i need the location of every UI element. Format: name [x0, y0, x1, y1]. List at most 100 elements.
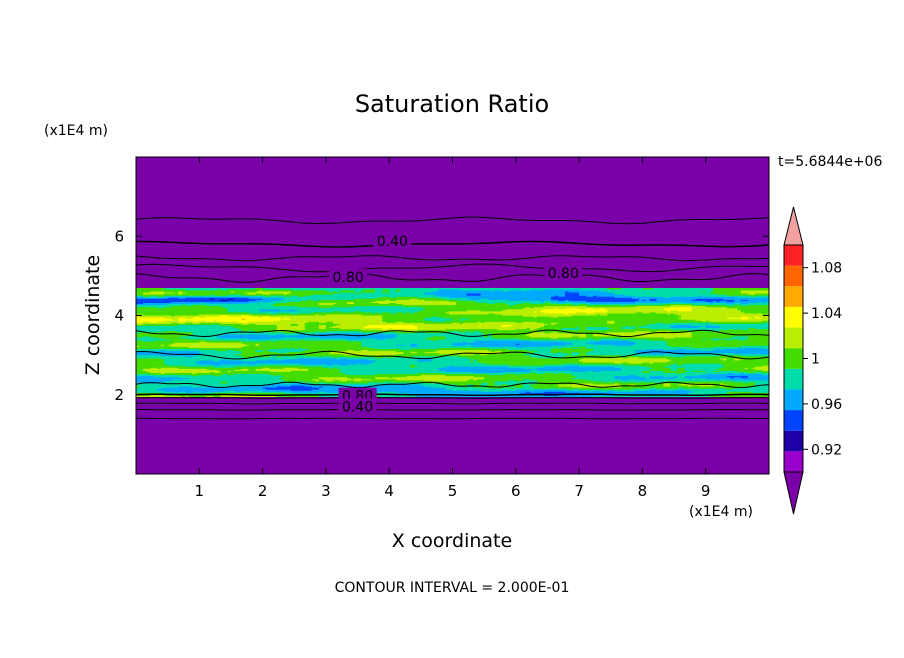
field-cell — [540, 387, 545, 389]
field-cell — [304, 387, 309, 389]
field-cell — [276, 388, 281, 390]
field-cell — [540, 385, 545, 387]
field-cell — [744, 392, 749, 394]
field-cell — [227, 391, 232, 393]
field-cell — [375, 391, 380, 393]
field-cell — [403, 390, 408, 392]
field-cell — [417, 391, 422, 393]
field-cell — [209, 385, 214, 387]
field-cell — [522, 391, 527, 393]
field-cell — [213, 388, 218, 390]
field-cell — [712, 386, 717, 388]
field-cell — [248, 386, 253, 388]
field-cell — [290, 392, 295, 394]
field-cell — [684, 388, 689, 390]
field-cell — [522, 388, 527, 390]
field-cell — [635, 386, 640, 388]
field-cell — [283, 389, 288, 391]
field-cell — [255, 387, 260, 389]
field-cell — [230, 395, 235, 398]
field-cell — [434, 388, 439, 390]
field-cell — [487, 392, 492, 394]
field-cell — [280, 385, 285, 387]
field-cell — [631, 388, 636, 390]
field-cell — [252, 388, 256, 390]
field-cell — [536, 386, 541, 388]
field-cell — [466, 392, 471, 394]
field-cell — [139, 385, 144, 387]
field-cell — [315, 391, 320, 393]
field-cell — [484, 390, 489, 392]
field-cell — [642, 393, 647, 395]
field-cell — [375, 392, 380, 394]
field-cell — [688, 387, 693, 389]
field-cell — [382, 389, 387, 391]
field-cell — [164, 385, 169, 387]
field-cell — [519, 387, 524, 389]
field-cell — [526, 392, 531, 394]
field-cell — [459, 388, 464, 390]
field-cell — [448, 395, 453, 398]
field-cell — [621, 391, 626, 393]
field-cell — [255, 386, 260, 388]
field-cell — [266, 387, 271, 389]
field-cell — [733, 395, 738, 398]
field-cell — [758, 394, 763, 396]
field-cell — [667, 392, 671, 394]
field-cell — [146, 390, 151, 392]
field-cell — [160, 387, 165, 389]
field-cell — [716, 390, 721, 392]
field-cell — [515, 395, 520, 398]
field-cell — [136, 385, 140, 387]
field-cell — [547, 388, 552, 390]
field-cell — [160, 390, 165, 392]
field-cell — [445, 395, 450, 398]
field-cell — [188, 388, 193, 390]
field-cell — [751, 389, 756, 391]
field-cell — [259, 387, 263, 389]
field-cell — [329, 390, 334, 392]
field-cell — [322, 390, 327, 392]
field-cell — [220, 388, 225, 390]
field-cell — [456, 388, 460, 390]
field-cell — [308, 390, 313, 392]
field-cell — [311, 391, 316, 393]
field-cell — [515, 390, 520, 392]
field-cell — [674, 393, 678, 395]
field-cell — [178, 389, 183, 391]
field-cell — [656, 388, 661, 390]
field-cell — [709, 395, 714, 398]
field-cell — [498, 385, 503, 387]
field-cell — [199, 395, 204, 398]
field-cell — [691, 385, 696, 387]
field-cell — [540, 386, 545, 388]
field-cell — [318, 389, 323, 391]
field-cell — [287, 393, 292, 395]
field-cell — [484, 386, 489, 388]
field-cell — [638, 387, 643, 389]
field-cell — [568, 389, 573, 391]
field-cell — [540, 388, 545, 390]
field-cell — [410, 389, 415, 391]
field-cell — [758, 389, 763, 391]
field-cell — [652, 390, 657, 392]
field-cell — [199, 387, 204, 389]
field-cell — [266, 385, 271, 387]
field-cell — [237, 390, 242, 392]
field-cell — [582, 391, 587, 393]
field-cell — [695, 386, 700, 388]
field-cell — [684, 392, 689, 394]
field-cell — [206, 388, 211, 390]
field-cell — [332, 389, 337, 391]
field-cell — [178, 390, 183, 392]
field-cell — [139, 386, 144, 388]
field-cell — [262, 395, 267, 398]
field-cell — [378, 395, 383, 398]
field-cell — [589, 388, 594, 390]
field-cell — [420, 387, 425, 389]
field-cell — [287, 389, 292, 391]
field-cell — [533, 385, 538, 387]
field-cell — [223, 388, 228, 390]
field-cell — [441, 391, 446, 393]
